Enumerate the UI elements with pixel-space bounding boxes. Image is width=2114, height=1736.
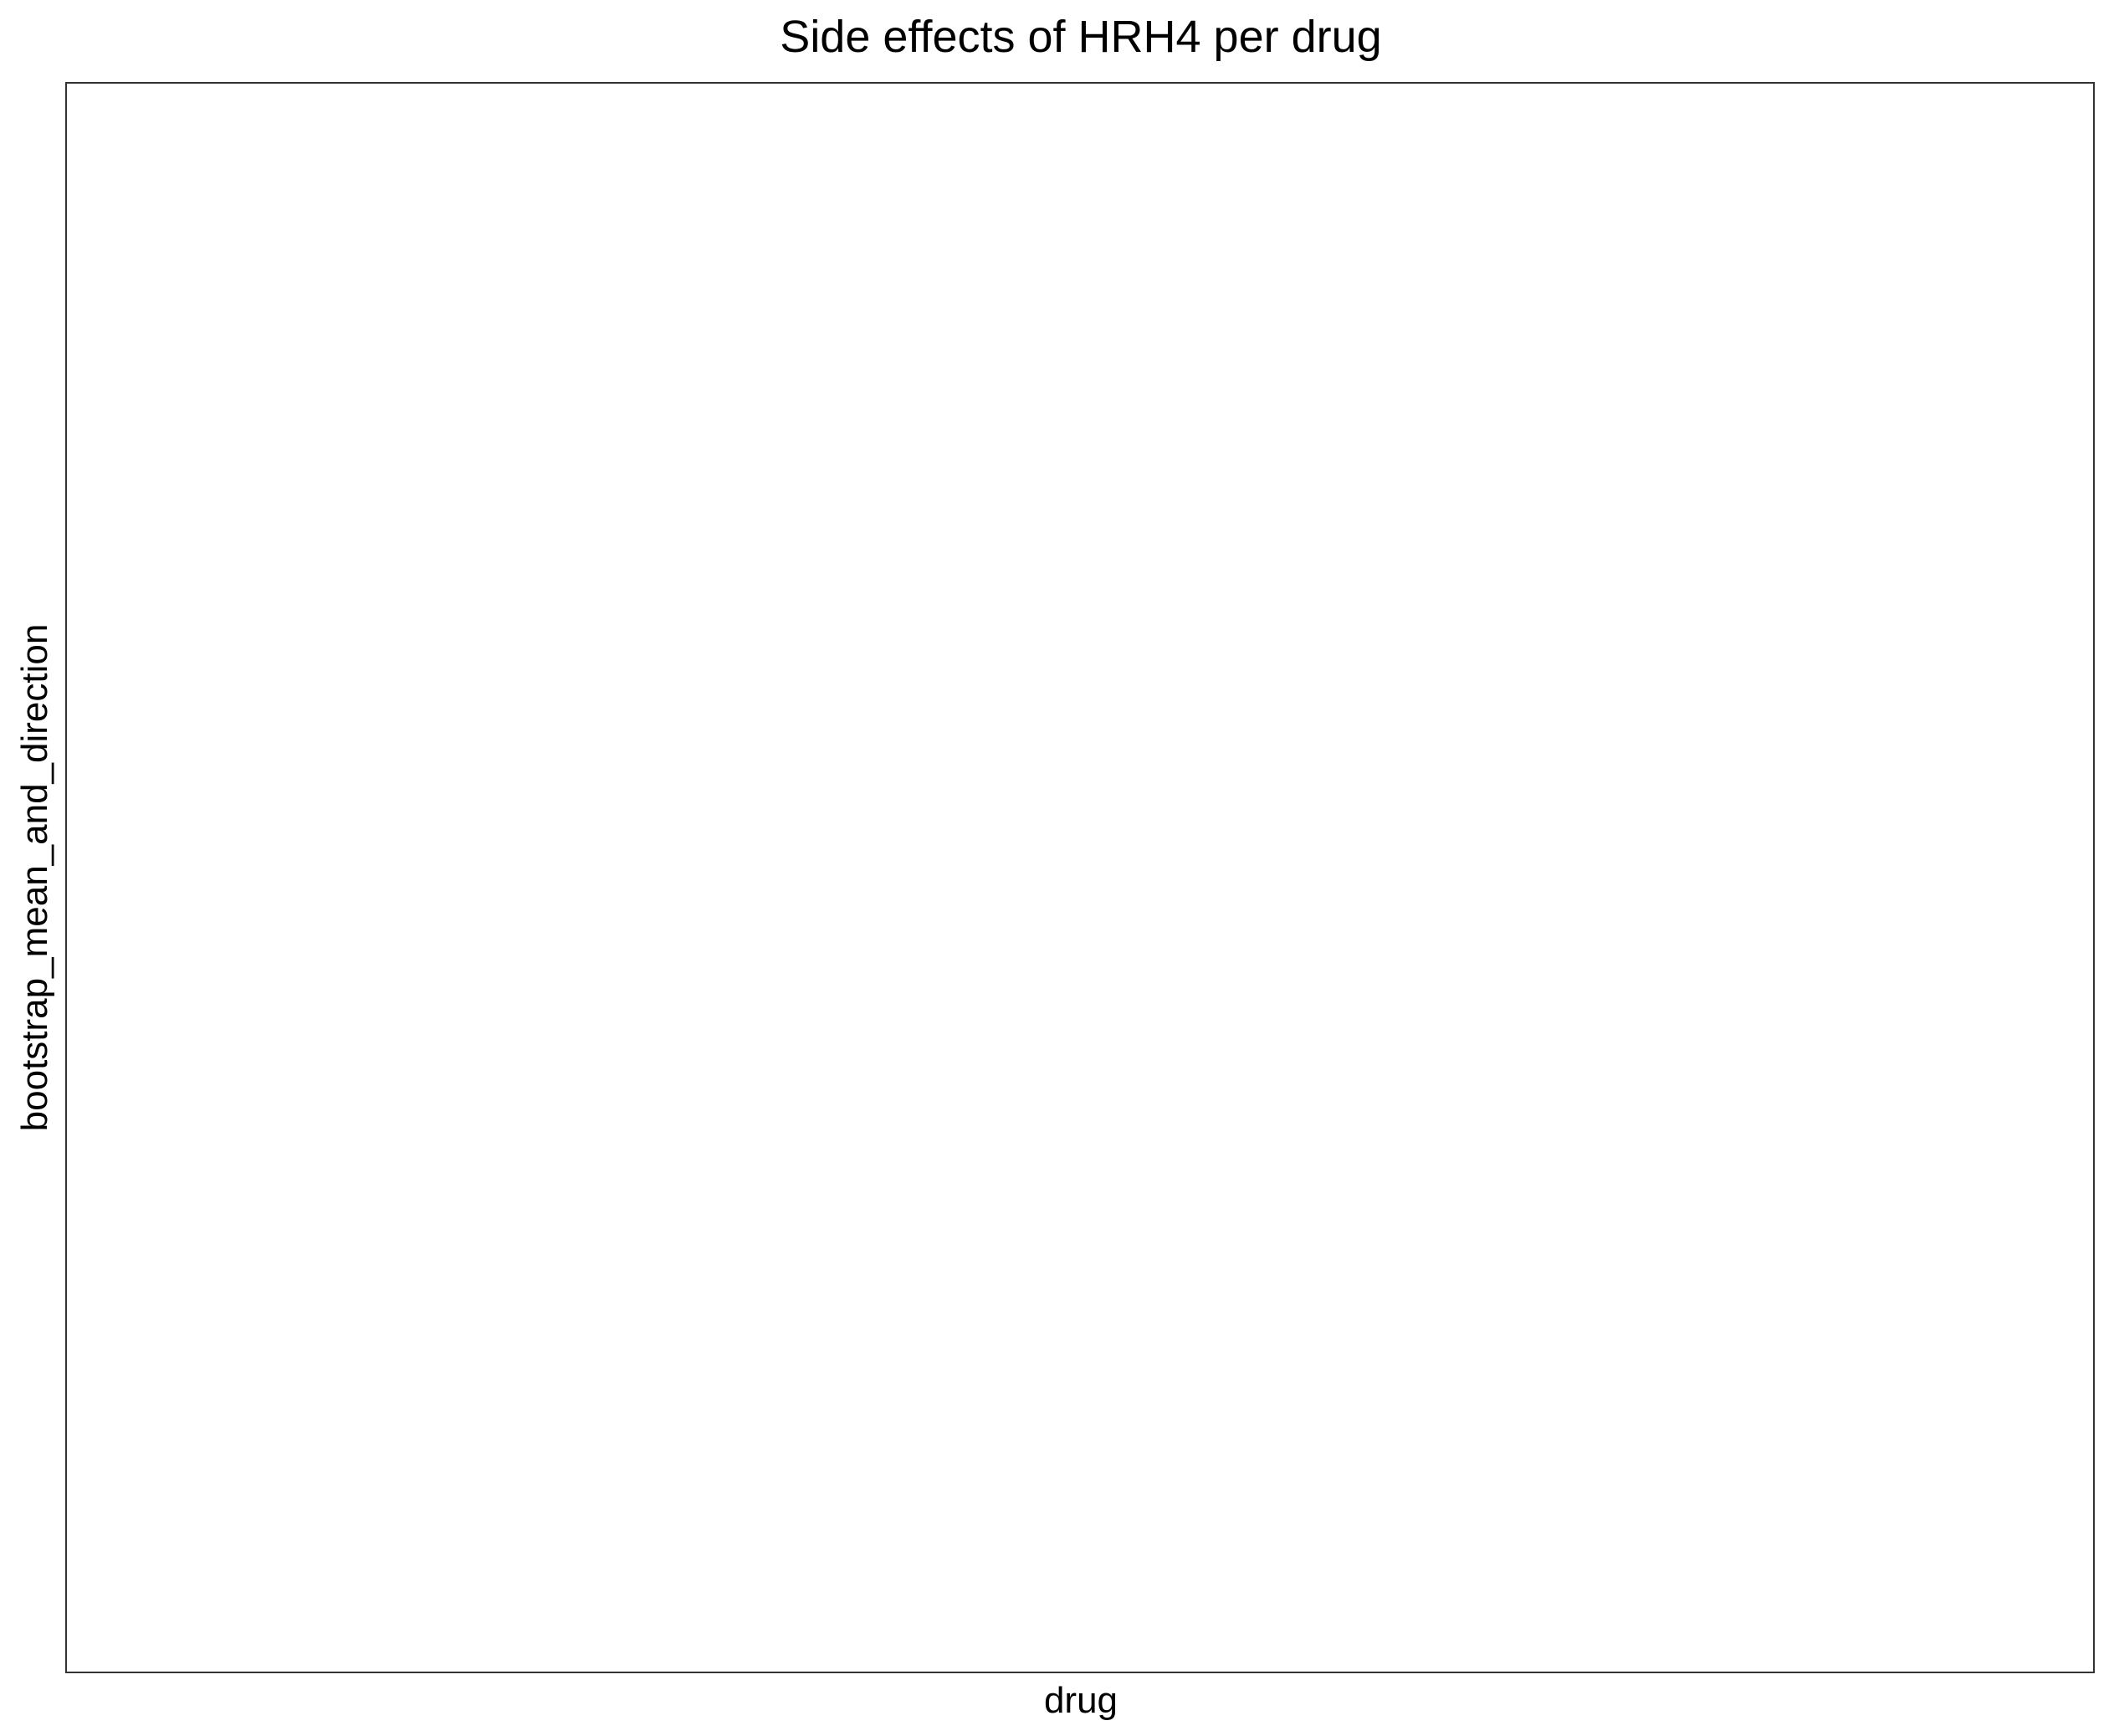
chart-title: Side effects of HRH4 per drug <box>780 12 1381 62</box>
plot-panel <box>65 82 2095 1673</box>
y-axis-label: bootstrap_mean_and_direction <box>14 624 55 1132</box>
x-axis-label: drug <box>1044 1680 1118 1721</box>
